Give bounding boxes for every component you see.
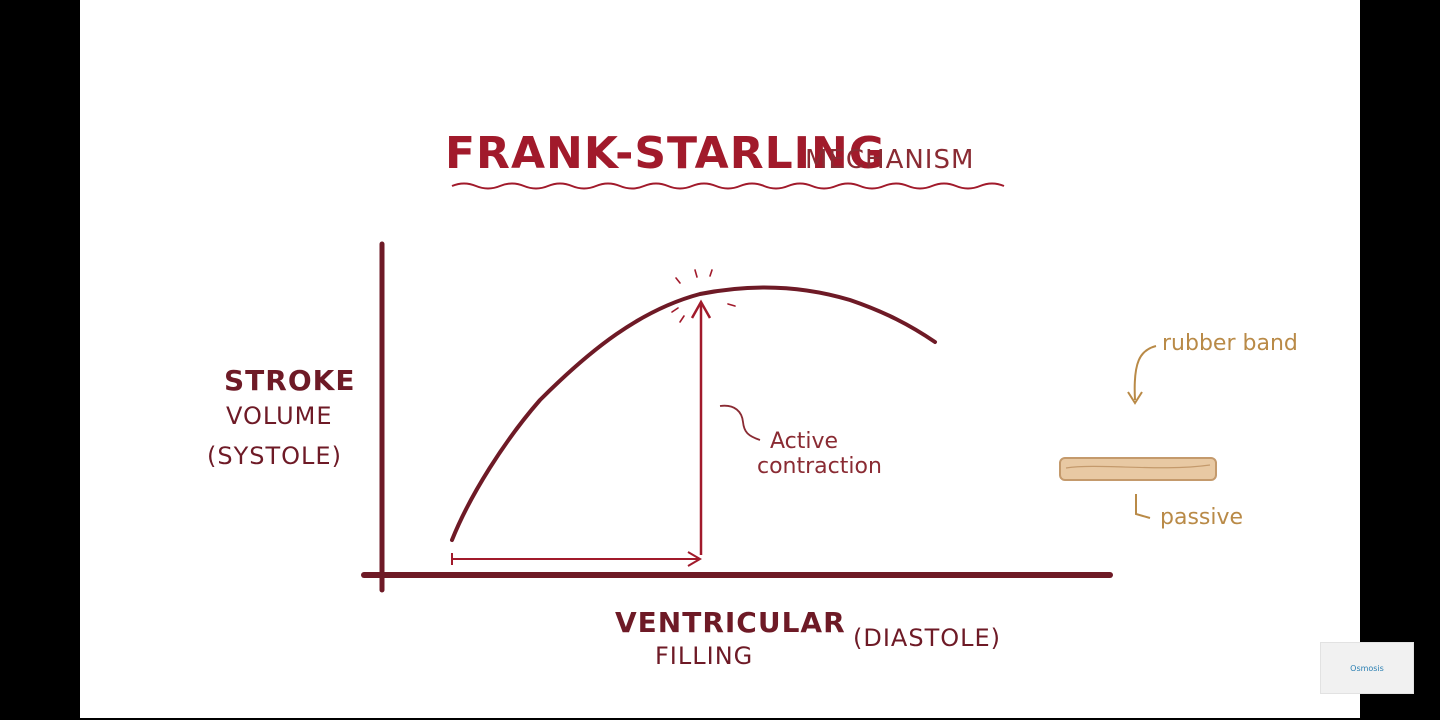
osmosis-logo: Osmosis bbox=[1320, 642, 1414, 694]
passive-bracket bbox=[1135, 494, 1151, 519]
annotation-line2: contraction bbox=[757, 454, 882, 479]
title-underline bbox=[451, 182, 1005, 190]
y-axis-label-line3: (SYSTOLE) bbox=[207, 442, 342, 470]
contraction-arrow-head bbox=[690, 299, 712, 319]
peak-sparkle-icon bbox=[671, 269, 736, 323]
x-axis-label-line2: FILLING bbox=[655, 642, 753, 670]
x-axis-label-qualifier: (DIASTOLE) bbox=[853, 624, 1001, 652]
watermark-text: Osmosis bbox=[1350, 663, 1384, 673]
y-axis-label-line1: STROKE bbox=[224, 364, 355, 397]
passive-label: passive bbox=[1160, 505, 1243, 530]
filling-arrow-head bbox=[687, 551, 702, 567]
rubber-band-icon bbox=[1059, 457, 1217, 481]
x-axis-label-line1: VENTRICULAR bbox=[615, 606, 846, 639]
curved-arrow-head bbox=[1127, 391, 1143, 405]
whiteboard-canvas bbox=[80, 0, 1360, 718]
diagram-subtitle: MECHANISM bbox=[805, 145, 974, 175]
y-axis-label-line2: VOLUME bbox=[226, 402, 333, 430]
annotation-bracket bbox=[719, 404, 761, 441]
rubber-band-label: rubber band bbox=[1162, 331, 1298, 356]
curved-arrow-icon bbox=[1133, 345, 1157, 401]
diagram-title: FRANK-STARLING bbox=[445, 128, 886, 179]
frank-starling-curve bbox=[450, 285, 937, 542]
annotation-line1: Active bbox=[770, 429, 838, 454]
